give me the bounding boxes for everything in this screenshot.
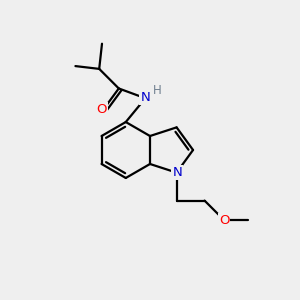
- Text: N: N: [172, 166, 182, 179]
- Text: H: H: [153, 83, 162, 97]
- Text: O: O: [219, 214, 230, 227]
- Text: N: N: [140, 91, 150, 104]
- Text: O: O: [97, 103, 107, 116]
